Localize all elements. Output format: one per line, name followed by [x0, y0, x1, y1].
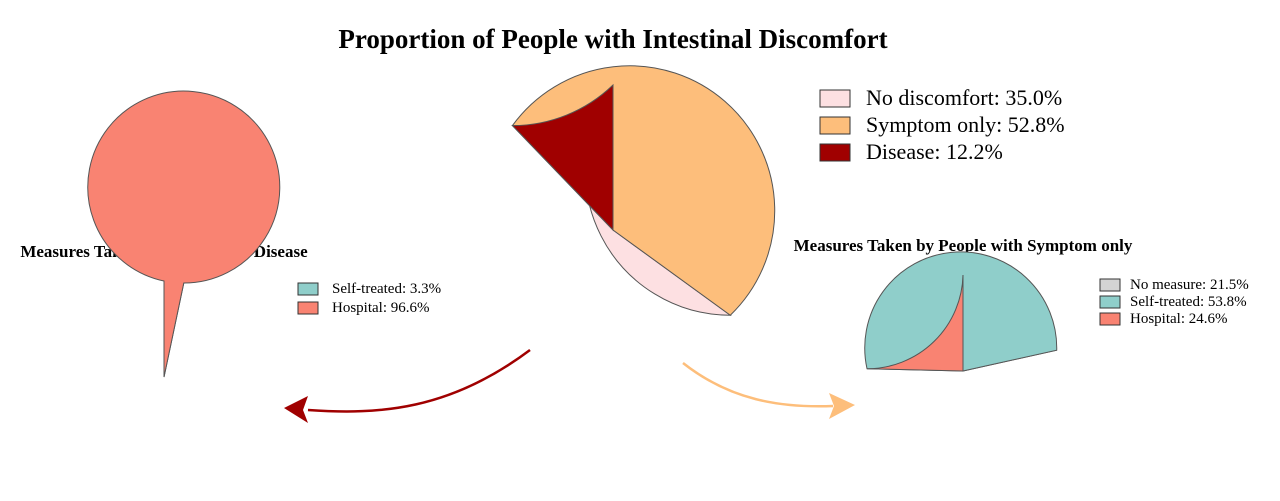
symptom-legend-swatch-0: [1099, 278, 1121, 292]
main-slice-2: [511, 83, 614, 232]
disease-legend: Self-treated: 3.3% Hospital: 96.6%: [297, 281, 441, 316]
main-legend: No discomfort: 35.0%Symptom only: 52.8%D…: [819, 85, 1065, 164]
symptom-legend: No measure: 21.5%Self-treated: 53.8%Hosp…: [1099, 277, 1249, 327]
symptom-slice-2: [867, 274, 964, 372]
main-legend-swatch-2: [819, 143, 851, 162]
symptom-legend-label-0: No measure: 21.5%: [1130, 277, 1249, 293]
main-legend-label-1: Symptom only: 52.8%: [866, 112, 1065, 137]
symptom-legend-swatch-2: [1099, 312, 1121, 326]
main-pie: [511, 65, 776, 316]
disease-legend-label-0: Self-treated: 3.3%: [332, 281, 441, 297]
symptom-legend-swatch-1: [1099, 295, 1121, 309]
main-legend-label-2: Disease: 12.2%: [866, 139, 1003, 164]
symptom-connector-arrow: [682, 362, 855, 419]
main-legend-swatch-1: [819, 116, 851, 135]
main-chart-title: Proportion of People with Intestinal Dis…: [338, 24, 887, 54]
symptom-legend-label-2: Hospital: 24.6%: [1130, 311, 1228, 327]
symptom-pie: [864, 251, 1058, 372]
main-legend-swatch-0: [819, 89, 851, 108]
main-legend-label-0: No discomfort: 35.0%: [866, 85, 1062, 110]
symptom-chart-title: Measures Taken by People with Symptom on…: [794, 236, 1133, 255]
disease-slice-1: [87, 90, 281, 378]
disease-legend-label-1: Hospital: 96.6%: [332, 300, 430, 316]
disease-connector-arrow: [284, 348, 531, 423]
disease-legend-swatch-0: [297, 282, 319, 296]
disease-pie: [87, 90, 281, 378]
disease-legend-swatch-1: [297, 301, 319, 315]
symptom-legend-label-1: Self-treated: 53.8%: [1130, 294, 1247, 310]
